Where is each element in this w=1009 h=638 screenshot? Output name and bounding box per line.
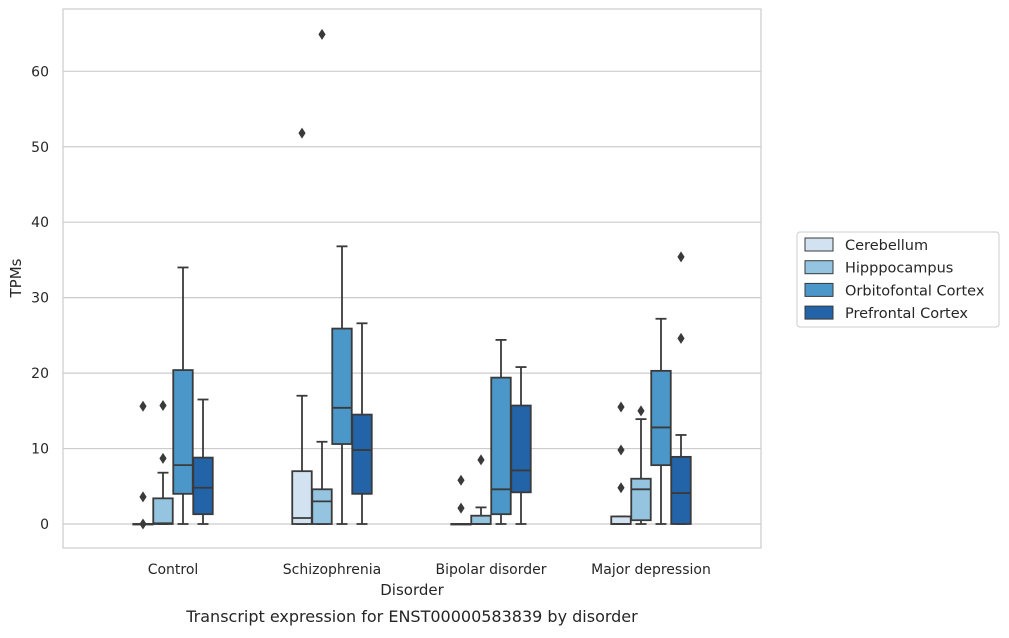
y-tick-labels: 0 10 20 30 40 50 60 [31,64,49,533]
box-body [510,404,532,494]
legend-frame [796,231,1000,328]
box-body [331,327,353,445]
legend-label-prefrontal-cortex: Prefrontal Cortex [845,306,968,322]
outlier-point [298,127,306,139]
box-body [192,456,214,516]
x-axis-label: Disorder [380,581,444,599]
outlier-point [139,518,147,530]
legend: Cerebellum Hipppocampus Orbitofontal Corte… [796,231,1000,328]
box-orbitofontal-cortex-1 [331,245,353,525]
boxes-layer [132,28,692,530]
box-body [291,470,313,525]
y-tick-label-50: 50 [31,140,49,156]
legend-swatch-hipppocampus [804,260,834,275]
box-hipppocampus-3 [630,405,652,525]
box-prefrontal-cortex-1 [351,322,373,525]
legend-swatch-prefrontal-cortex [804,305,834,320]
box-hipppocampus-1 [311,28,333,525]
box-orbitofontal-cortex-0 [172,266,194,525]
outlier-point [637,405,645,417]
legend-swatch-cerebellum [804,237,834,252]
box-body [470,514,492,525]
x-tick-label-control: Control [148,562,199,578]
box-prefrontal-cortex-2 [510,366,532,525]
box-body [311,488,333,525]
box-body [650,369,672,467]
outlier-point [617,482,625,494]
outlier-point [617,444,625,456]
outlier-point [677,251,685,263]
y-tick-label-20: 20 [31,366,49,382]
outlier-point [617,401,625,413]
x-tick-label-major-depression: Major depression [591,562,711,578]
outlier-point [318,28,326,40]
y-tick-label-0: 0 [40,517,49,533]
plot-area [62,8,762,549]
y-tick-label-30: 30 [31,291,49,307]
chart-caption: Transcript expression for ENST0000058383… [185,607,638,626]
outlier-point [457,502,465,514]
legend-label-cerebellum: Cerebellum [845,238,928,254]
outlier-point [139,400,147,412]
box-prefrontal-cortex-0 [192,398,214,525]
outlier-point [677,332,685,344]
y-tick-label-10: 10 [31,442,49,458]
legend-swatch-orbitofontal-cortex [804,282,834,297]
box-body [490,376,512,516]
box-prefrontal-cortex-3 [670,251,692,525]
box-body [630,477,652,522]
outlier-point [159,400,167,412]
outlier-point [159,452,167,464]
x-tick-label-bipolar-disorder: Bipolar disorder [435,562,546,578]
legend-label-hipppocampus: Hipppocampus [845,261,953,277]
box-body [172,369,194,495]
box-cerebellum-0 [132,400,154,530]
box-body [670,455,692,525]
outlier-point [457,474,465,486]
box-body [351,413,373,495]
box-cerebellum-2 [450,474,472,526]
legend-label-orbitofontal-cortex: Orbitofontal Cortex [845,283,985,299]
x-tick-label-schizophrenia: Schizophrenia [283,562,381,578]
x-tick-labels: Control Schizophrenia Bipolar disorder Majo… [148,562,711,578]
box-body [610,515,632,525]
box-hipppocampus-0 [152,400,174,525]
box-hipppocampus-2 [470,454,492,525]
box-cerebellum-3 [610,401,632,525]
box-orbitofontal-cortex-3 [650,317,672,525]
y-tick-label-40: 40 [31,215,49,231]
outlier-point [139,491,147,503]
outlier-point [477,454,485,466]
y-tick-label-60: 60 [31,64,49,80]
box-body [152,497,174,525]
y-axis-label: TPMs [7,258,25,298]
